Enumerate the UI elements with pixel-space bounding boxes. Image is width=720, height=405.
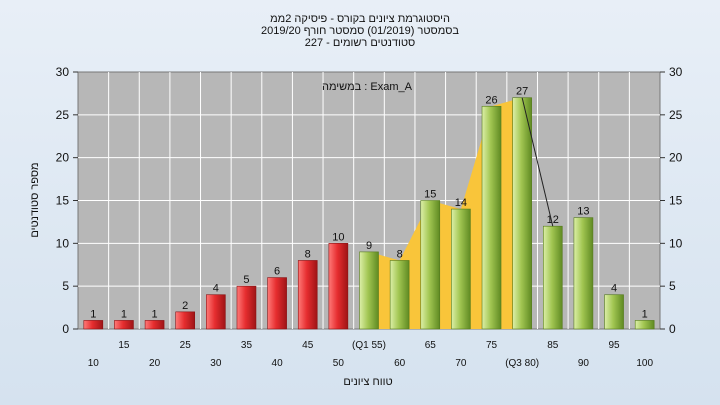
bar [297,260,318,330]
chart-title-line-1: היסטוגרמת ציונים בקורס - פיסיקה 2ממ [270,13,450,25]
y-axis-label: מספר סטודנטים [29,162,41,237]
y-tick-label-right: 10 [669,236,683,250]
x-tick-label: 15 [118,340,130,351]
bar-value-label: 5 [243,274,249,286]
bar [634,320,655,330]
bar [114,320,134,330]
bar [512,97,532,330]
x-tick-label: 100 [636,358,653,369]
bar-value-label: 2 [182,300,188,312]
bar-value-label: 14 [455,197,467,209]
x-tick-label: 30 [210,358,222,369]
bar [481,105,502,330]
x-tick-label: 75 [486,340,498,351]
bar [267,277,287,330]
bar [542,225,563,330]
bar [144,320,165,330]
chart-title-line-2: בסמסטר (01/2019) סמסטר חורף 2019/20 [260,25,460,37]
y-tick-label-left: 0 [62,322,69,336]
x-tick-label: 90 [578,358,590,369]
bar [236,285,257,330]
bar [451,208,471,330]
bar-value-label: 4 [611,283,617,295]
y-tick-label-left: 5 [62,279,69,293]
x-tick-label: 70 [455,358,467,369]
bar [328,243,349,330]
y-tick-label-right: 25 [669,108,683,122]
y-tick-label-left: 30 [56,65,70,79]
bar [604,294,624,330]
bar-value-label: 15 [424,189,436,201]
x-tick-label: 20 [149,358,161,369]
y-tick-label-right: 20 [669,151,683,165]
bar-value-label: 8 [305,248,311,260]
x-tick-label: 45 [302,340,314,351]
x-tick-label: 95 [608,340,620,351]
x-tick-label: 10 [88,358,100,369]
chart-title-line-3: סטודנטים רשומים - 227 [304,37,416,49]
bar [83,320,104,330]
x-tick-label: (Q1 55) [352,340,386,351]
x-axis-label: טווח ציונים [343,376,392,388]
bar [389,260,410,330]
q3-connector-line [521,97,554,227]
bar-value-label: 9 [366,240,372,252]
y-tick-label-left: 15 [56,194,70,208]
bar-value-label: 1 [152,308,158,320]
bar-value-label: 13 [577,206,589,218]
bar [175,311,196,330]
bar-value-label: 1 [90,308,96,320]
bar-value-label: 1 [642,308,648,320]
x-tick-label: (Q3 80) [505,358,539,369]
y-tick-label-left: 25 [56,108,70,122]
y-tick-label-right: 0 [669,322,676,336]
x-tick-label: 25 [180,340,192,351]
bar [420,200,441,330]
bar-value-label: 26 [485,94,497,106]
bar [206,294,226,330]
y-tick-label-right: 5 [669,279,676,293]
x-tick-label: 50 [333,358,345,369]
x-tick-label: 65 [425,340,437,351]
x-tick-label: 85 [547,340,559,351]
bar-value-label: 27 [516,86,528,98]
y-tick-label-right: 30 [669,65,683,79]
bar-value-label: 1 [121,308,127,320]
x-tick-label: 60 [394,358,406,369]
bar-value-label: 4 [213,283,219,295]
y-tick-label-right: 15 [669,194,683,208]
bar-value-label: 10 [332,231,344,243]
bar [573,217,594,330]
bar-value-label: 12 [547,214,559,226]
legend-label: במשימה : Exam_A [322,81,413,93]
x-tick-label: 35 [241,340,253,351]
bar-value-label: 6 [274,266,280,278]
bar [359,251,379,330]
x-tick-label: 40 [272,358,284,369]
y-tick-label-left: 10 [56,236,70,250]
bar-value-label: 8 [397,248,403,260]
y-tick-label-left: 20 [56,151,70,165]
